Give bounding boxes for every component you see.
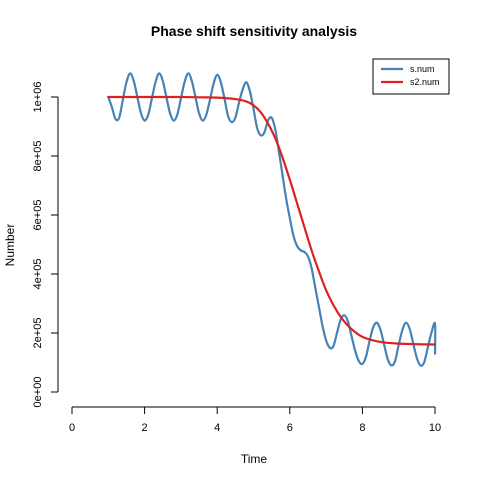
x-tick-label: 6 xyxy=(287,422,293,434)
y-tick-label: 1e+06 xyxy=(32,82,44,113)
y-tick-label: 8e+05 xyxy=(32,141,44,172)
x-axis-label: Time xyxy=(241,452,268,466)
plot-area xyxy=(107,72,437,367)
x-tick-label: 4 xyxy=(214,422,220,434)
y-tick-label: 6e+05 xyxy=(32,200,44,231)
series-line-s-num xyxy=(107,72,437,367)
x-axis: 0 2 4 6 8 10 xyxy=(69,406,441,434)
legend-entry-label: s.num xyxy=(410,64,435,74)
x-tick-label: 10 xyxy=(429,422,441,434)
legend-box xyxy=(372,58,450,95)
legend: s.num s2.num xyxy=(372,58,450,95)
x-tick-label: 8 xyxy=(359,422,365,434)
x-tick-label: 2 xyxy=(142,422,148,434)
chart-title: Phase shift sensitivity analysis xyxy=(151,23,357,39)
x-tick-label: 0 xyxy=(69,422,75,434)
y-tick-label: 4e+05 xyxy=(32,259,44,290)
y-tick-label: 2e+05 xyxy=(32,318,44,349)
y-axis: 0e+00 2e+05 4e+05 6e+05 8e+05 1e+06 xyxy=(32,82,59,408)
legend-entry-label: s2.num xyxy=(410,77,440,87)
series-line-s2-num xyxy=(107,95,437,346)
y-tick-label: 0e+00 xyxy=(32,377,44,408)
y-axis-label: Number xyxy=(3,224,17,267)
